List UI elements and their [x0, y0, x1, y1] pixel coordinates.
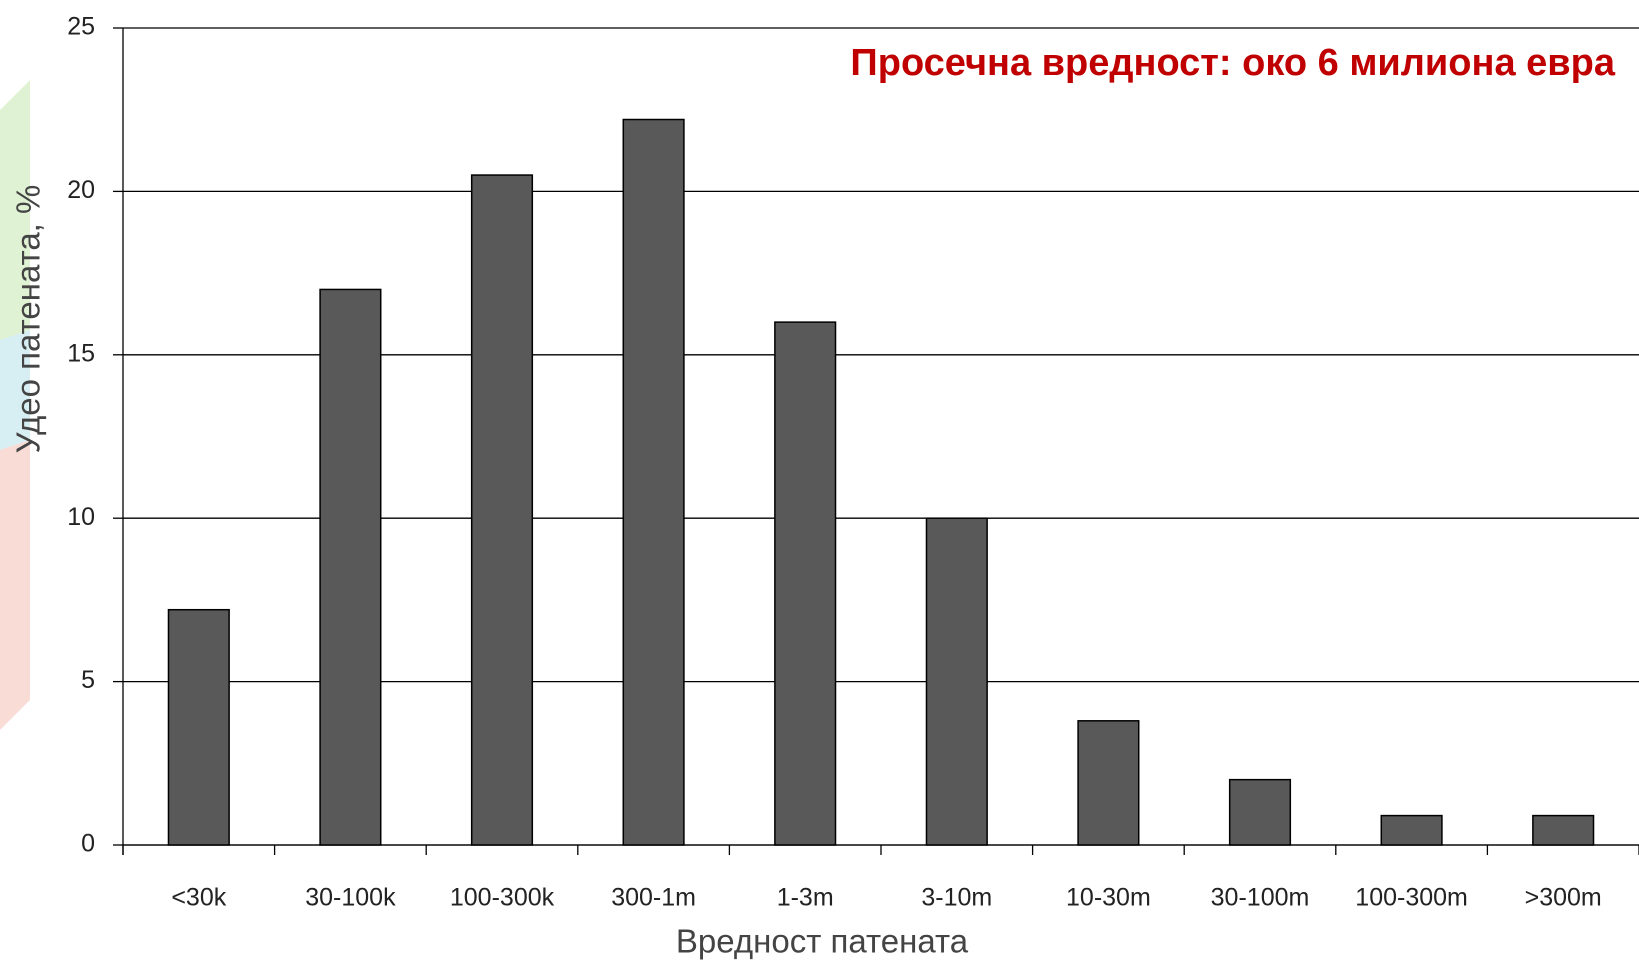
x-tick-label: 30-100k	[305, 884, 396, 912]
x-tick-label: 30-100m	[1211, 884, 1310, 912]
x-tick-label: <30k	[171, 884, 226, 912]
x-tick-label: 100-300m	[1355, 884, 1468, 912]
y-tick-label: 15	[67, 339, 95, 367]
x-tick-label: 10-30m	[1066, 884, 1151, 912]
annotation: Просечна вредност: око 6 милиона евра	[850, 42, 1615, 84]
bar	[774, 321, 837, 846]
bar	[1228, 778, 1292, 846]
bar	[319, 288, 382, 846]
background-decoration	[0, 80, 30, 730]
y-tick-label: 10	[67, 503, 95, 531]
bar	[622, 118, 685, 846]
bar	[1380, 814, 1443, 846]
y-tick-label: 5	[81, 666, 95, 694]
bar	[925, 517, 988, 846]
y-axis-label: Удео патената, %	[10, 185, 47, 454]
x-axis-label: Вредност патената	[676, 923, 969, 960]
x-tick-label: 100-300k	[450, 884, 555, 912]
bar	[167, 608, 230, 846]
y-tick-label: 0	[81, 830, 95, 858]
x-tick-label: 1-3m	[777, 884, 834, 912]
x-tick-label: 3-10m	[921, 884, 992, 912]
bar	[470, 174, 534, 846]
bar	[1077, 720, 1140, 846]
bar	[1532, 814, 1595, 846]
x-tick-label: >300m	[1525, 884, 1602, 912]
y-tick-label: 20	[67, 176, 95, 204]
x-tick-label: 300-1m	[611, 884, 696, 912]
y-tick-label: 25	[67, 13, 95, 41]
